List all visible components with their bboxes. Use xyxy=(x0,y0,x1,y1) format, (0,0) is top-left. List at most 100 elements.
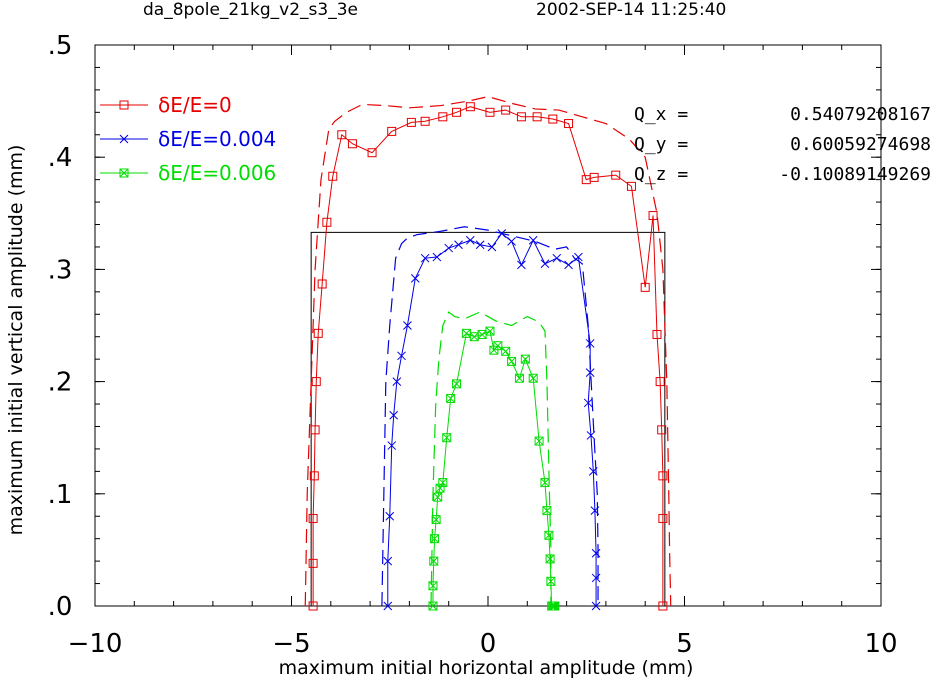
data-point xyxy=(469,332,479,342)
data-point xyxy=(461,328,471,338)
data-point xyxy=(119,168,129,178)
series-line xyxy=(387,232,597,606)
data-point xyxy=(308,513,318,523)
y-tick-label: .0 xyxy=(48,592,73,622)
data-point xyxy=(507,356,517,366)
legend-entry: δE/E=0 xyxy=(100,93,232,117)
aperture-box xyxy=(310,231,666,607)
data-point xyxy=(465,235,475,245)
legend-label: δE/E=0.006 xyxy=(158,161,276,185)
data-point xyxy=(438,478,448,488)
dashed-boundary xyxy=(430,311,552,606)
x-tick-label: 0 xyxy=(480,629,497,659)
run-name: da_8pole_21kg_v2_s3_3e xyxy=(143,0,358,20)
y-tick-label: .4 xyxy=(48,143,73,173)
data-point xyxy=(429,556,439,566)
data-point xyxy=(585,339,595,348)
data-point xyxy=(337,130,347,140)
series-2 xyxy=(383,229,601,611)
data-point xyxy=(657,425,667,435)
y-tick-label: .1 xyxy=(48,480,73,510)
data-point xyxy=(420,116,430,126)
data-point xyxy=(545,554,555,564)
data-point xyxy=(387,441,397,450)
data-point xyxy=(590,506,600,515)
data-point xyxy=(392,377,402,386)
data-point xyxy=(514,373,524,383)
y-tick-label: .2 xyxy=(48,368,73,398)
data-point xyxy=(658,601,668,611)
data-point xyxy=(655,377,665,387)
data-point xyxy=(446,393,456,403)
dashed-boundary xyxy=(381,226,599,606)
data-point xyxy=(552,253,562,263)
data-point xyxy=(431,515,441,525)
data-point xyxy=(640,282,650,292)
data-point xyxy=(546,576,556,586)
data-point xyxy=(516,112,526,122)
x-axis-label: maximum initial horizontal amplitude (mm… xyxy=(279,657,694,679)
data-point xyxy=(591,573,601,583)
tune-value: 0.54079208167 xyxy=(790,104,931,125)
data-point xyxy=(308,601,318,611)
data-point xyxy=(487,242,497,252)
data-point xyxy=(544,530,554,540)
data-point xyxy=(626,181,636,191)
data-point xyxy=(583,398,593,408)
tune-value: -0.10089149269 xyxy=(779,164,931,185)
data-point xyxy=(406,117,416,127)
data-point xyxy=(648,211,658,221)
data-point xyxy=(540,259,550,269)
data-point xyxy=(652,329,662,339)
y-axis-label: maximum initial vertical amplitude (mm) xyxy=(5,145,27,536)
data-point xyxy=(501,346,511,356)
data-point xyxy=(383,556,393,566)
data-point xyxy=(528,373,538,383)
series-line xyxy=(312,106,664,606)
dashed-boundary xyxy=(304,95,672,606)
data-point xyxy=(585,368,595,377)
data-point xyxy=(435,483,445,493)
x-tick-label: 10 xyxy=(864,629,897,659)
data-point xyxy=(548,114,558,124)
data-point xyxy=(465,102,475,112)
data-point xyxy=(485,107,495,117)
data-point xyxy=(477,329,487,339)
data-point xyxy=(574,252,583,262)
data-point xyxy=(452,379,462,389)
data-point xyxy=(501,105,511,115)
timestamp: 2002-SEP-14 11:25:40 xyxy=(536,0,727,20)
data-point xyxy=(403,321,412,330)
data-point xyxy=(591,601,601,611)
data-point xyxy=(586,431,596,440)
data-point xyxy=(520,354,530,364)
data-point xyxy=(564,260,573,270)
data-point xyxy=(507,236,516,246)
data-point xyxy=(542,506,552,516)
x-tick-label: 5 xyxy=(676,629,693,659)
data-point xyxy=(550,601,560,611)
tune-value: 0.60059274698 xyxy=(790,134,931,155)
data-point xyxy=(497,229,507,238)
tune-label: Q_x = xyxy=(634,104,688,125)
data-point xyxy=(438,112,448,122)
data-point xyxy=(428,601,438,611)
data-point xyxy=(420,253,430,263)
legend-label: δE/E=0 xyxy=(158,93,232,117)
tune-label: Q_z = xyxy=(634,164,688,185)
data-point xyxy=(385,511,395,521)
data-point xyxy=(430,534,440,544)
data-point xyxy=(532,112,542,122)
data-point xyxy=(119,134,129,144)
data-point xyxy=(517,260,526,270)
data-point xyxy=(428,581,438,591)
data-point xyxy=(589,172,599,182)
data-point xyxy=(311,377,321,387)
data-point xyxy=(389,410,399,420)
data-point xyxy=(328,171,338,181)
y-tick-label: .5 xyxy=(48,31,73,61)
data-point xyxy=(444,243,454,253)
data-point xyxy=(119,100,129,110)
data-point xyxy=(397,351,406,361)
tune-label: Q_y = xyxy=(634,134,688,155)
